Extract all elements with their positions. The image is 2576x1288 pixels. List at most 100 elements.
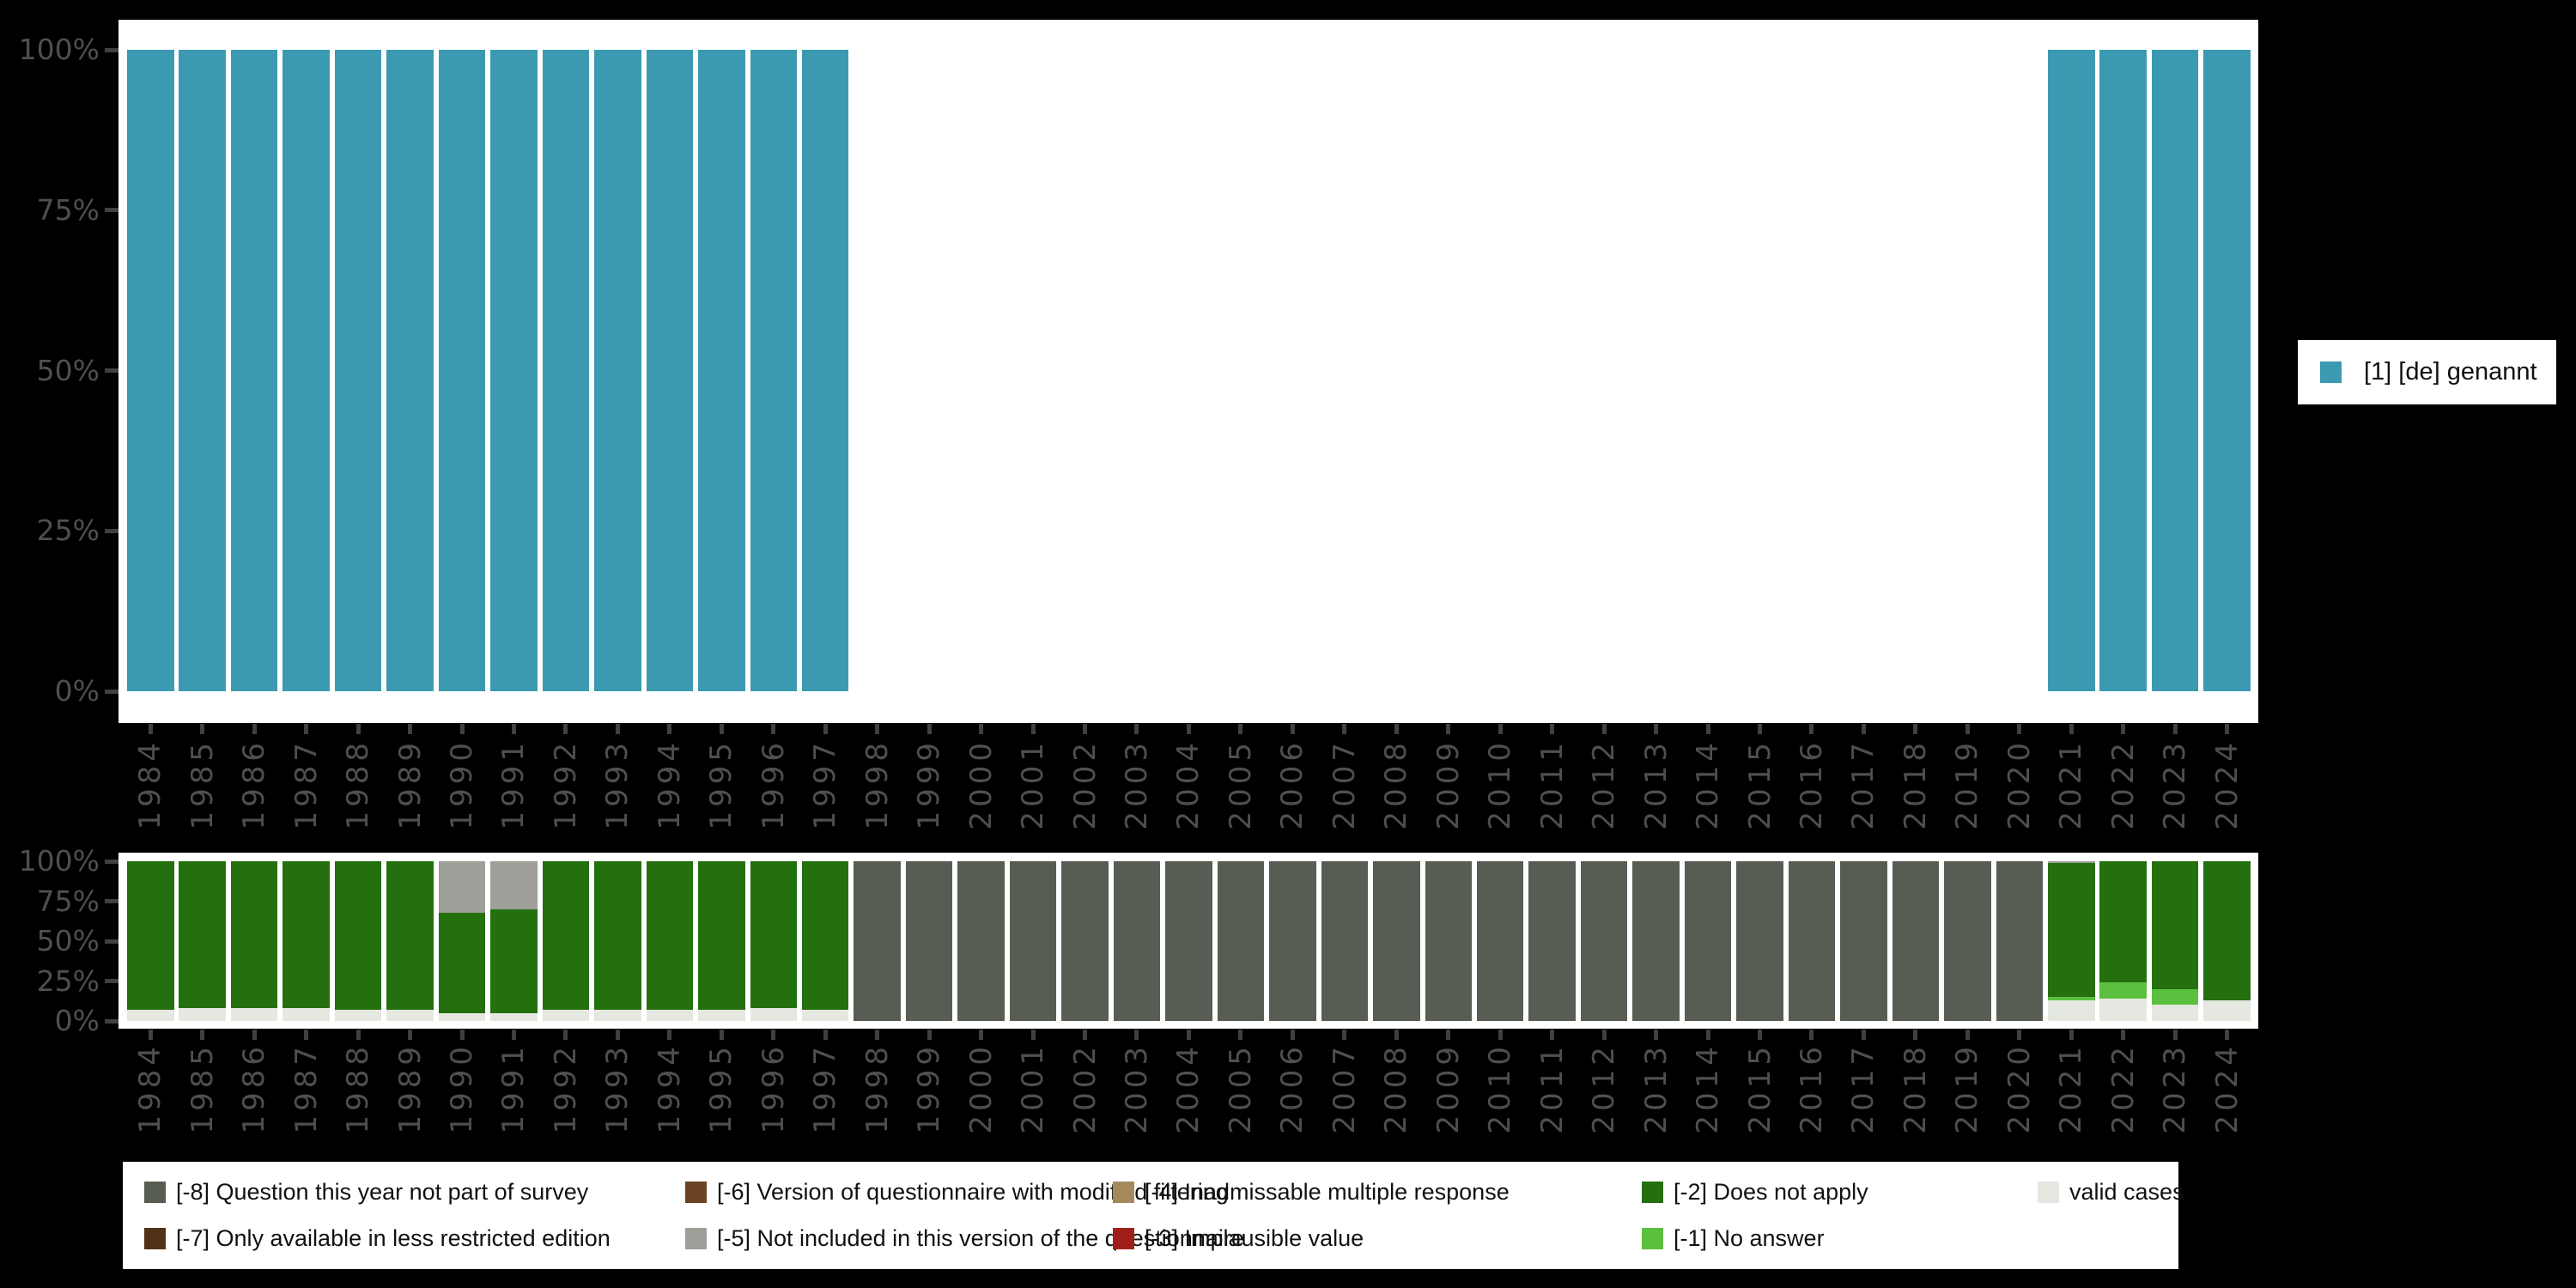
x-axis-tick: [823, 1030, 828, 1040]
x-tick-label-year: 1997: [808, 1042, 843, 1134]
bar-2022--2: [2099, 861, 2147, 983]
x-axis-tick: [1913, 724, 1918, 734]
x-tick-label-year: 2000: [963, 738, 999, 830]
x-axis-tick: [1498, 724, 1503, 734]
bar-1994-valid: [646, 1009, 694, 1021]
bar-1985-valid: [179, 1008, 226, 1021]
legend-swatch-genannt: [2320, 361, 2342, 383]
legend-swatch--4: [1113, 1181, 1134, 1203]
plot-area-missings: [118, 853, 2258, 1029]
bar-2018--8: [1892, 861, 1940, 1021]
x-axis-tick: [1186, 1030, 1191, 1040]
bar-2021-valid: [2048, 999, 2095, 1021]
x-axis-tick: [1394, 724, 1399, 734]
legend-label: [-8] Question this year not part of surv…: [176, 1178, 589, 1205]
bar-2017--8: [1840, 861, 1887, 1021]
x-axis-tick: [1030, 1030, 1036, 1040]
bar-1986-genannt: [230, 50, 278, 691]
legend-label: [-2] Does not apply: [1674, 1178, 1868, 1205]
bar-1991-genannt: [490, 50, 538, 691]
y-axis-tick: [105, 939, 118, 944]
x-tick-label-year: 1994: [652, 738, 687, 830]
bar-1992-genannt: [542, 50, 590, 691]
x-axis-tick: [1550, 724, 1555, 734]
legend-label: [-6] Version of questionnaire with modif…: [717, 1178, 1229, 1205]
y-tick-label: 0%: [54, 674, 100, 708]
x-axis-tick: [979, 724, 984, 734]
x-axis-tick: [875, 724, 880, 734]
x-axis-tick: [1238, 1030, 1243, 1040]
x-axis-tick: [1394, 1030, 1399, 1040]
bar-2010--8: [1476, 861, 1524, 1021]
x-tick-label-year: 2005: [1223, 738, 1258, 830]
x-axis-tick: [1809, 724, 1814, 734]
x-tick-label-year: 2015: [1742, 1042, 1777, 1134]
y-axis-tick: [105, 528, 118, 533]
x-axis-tick: [511, 724, 516, 734]
x-axis-tick: [511, 1030, 516, 1040]
x-tick-label-year: 2006: [1275, 1042, 1310, 1134]
x-tick-label-year: 2000: [963, 1042, 999, 1134]
bar-2008--8: [1373, 861, 1420, 1021]
x-axis-tick: [1446, 724, 1451, 734]
x-tick-label-year: 2001: [1016, 1042, 1051, 1134]
legend-swatch--6: [685, 1181, 707, 1203]
x-axis-tick: [1186, 724, 1191, 734]
x-axis-tick: [719, 1030, 724, 1040]
legend-item: [-4] Inadmissable multiple response: [1113, 1179, 1642, 1206]
bar-2016--8: [1788, 861, 1836, 1021]
legend-item: [-8] Question this year not part of surv…: [144, 1179, 685, 1206]
x-tick-label-year: 1985: [185, 1042, 220, 1134]
bar-1991--2: [490, 908, 538, 1013]
x-tick-label-year: 2010: [1483, 738, 1518, 830]
x-tick-label-year: 2023: [2158, 1042, 2193, 1134]
x-tick-label-year: 2004: [1171, 738, 1206, 830]
x-tick-label-year: 2002: [1067, 738, 1103, 830]
x-tick-label-year: 2019: [1950, 1042, 1985, 1134]
x-tick-label-year: 2013: [1638, 1042, 1674, 1134]
y-axis-tick: [105, 899, 118, 903]
x-tick-label-year: 2003: [1119, 738, 1154, 830]
x-tick-label-year: 2018: [1898, 738, 1933, 830]
y-tick-label: 25%: [36, 513, 100, 548]
x-axis-tick: [563, 1030, 568, 1040]
legend-item: [-2] Does not apply: [1642, 1179, 2038, 1206]
bar-1990--5: [438, 861, 486, 913]
legend-swatch--7: [144, 1228, 166, 1250]
x-axis-tick: [1342, 1030, 1347, 1040]
x-axis-tick: [719, 724, 724, 734]
x-tick-label-year: 1987: [289, 738, 324, 830]
bar-2002--8: [1061, 861, 1109, 1021]
x-tick-label-year: 2003: [1119, 1042, 1154, 1134]
x-axis-tick: [459, 1030, 465, 1040]
x-tick-label-year: 2001: [1016, 738, 1051, 830]
x-axis-tick: [563, 724, 568, 734]
x-tick-label-year: 2016: [1794, 738, 1829, 830]
x-tick-label-year: 1995: [704, 1042, 739, 1134]
y-axis-tick: [105, 1018, 118, 1024]
x-tick-label-year: 2012: [1587, 1042, 1622, 1134]
x-axis-tick: [667, 724, 672, 734]
x-axis-tick: [252, 1030, 257, 1040]
bar-2021-genannt: [2048, 50, 2095, 691]
x-tick-label-year: 1995: [704, 738, 739, 830]
x-axis-tick: [927, 1030, 932, 1040]
bar-1993-valid: [594, 1009, 641, 1021]
bar-2015--8: [1736, 861, 1783, 1021]
legend-label: valid cases: [2069, 1178, 2184, 1205]
x-tick-label-year: 1993: [600, 1042, 635, 1134]
bar-1997-valid: [801, 1009, 849, 1021]
bar-1997-genannt: [801, 50, 849, 691]
bar-1992-valid: [542, 1009, 590, 1021]
x-tick-label-year: 2011: [1534, 1042, 1570, 1134]
x-tick-label-year: 1988: [341, 738, 376, 830]
bar-2014--8: [1684, 861, 1732, 1021]
bar-2022-valid: [2099, 998, 2147, 1021]
bar-2020--8: [1996, 861, 2044, 1021]
x-tick-label-year: 1986: [237, 738, 272, 830]
y-tick-label: 75%: [36, 192, 100, 227]
x-axis-tick: [1809, 1030, 1814, 1040]
x-axis-tick: [1601, 724, 1607, 734]
x-axis-tick: [771, 1030, 776, 1040]
